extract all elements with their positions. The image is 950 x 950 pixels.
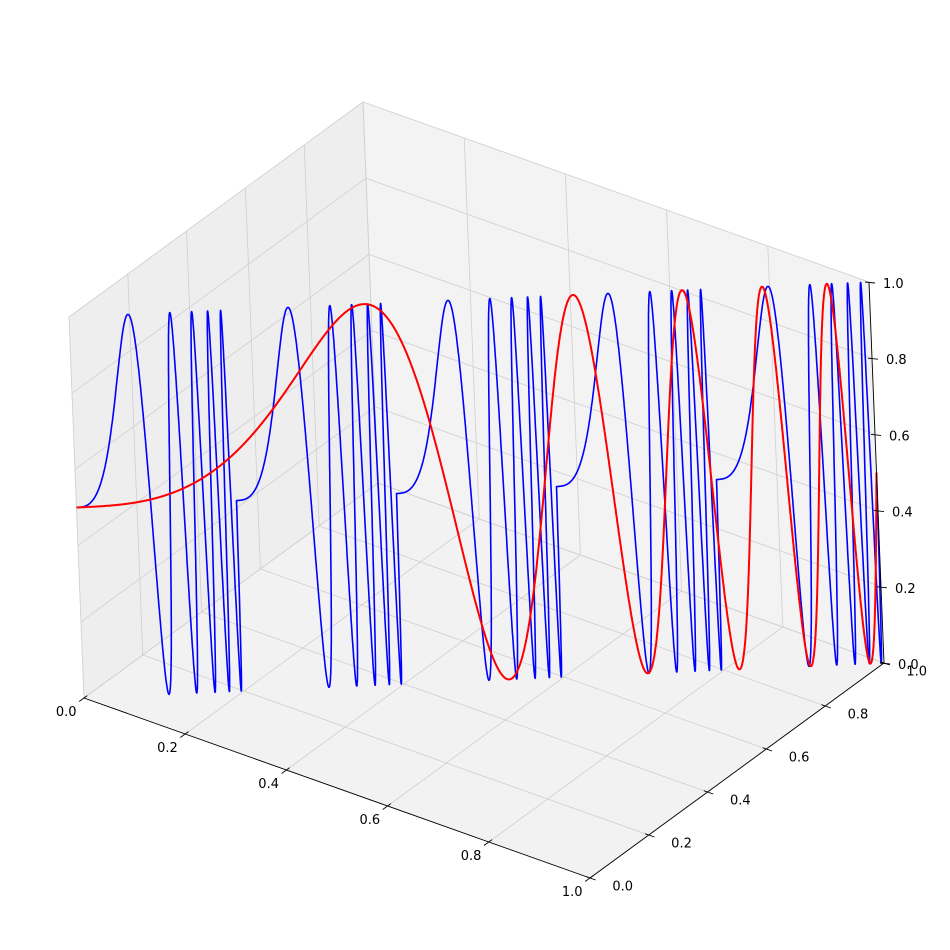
grid-line-y-floor-5 (377, 482, 885, 664)
x-tick-4 (483, 839, 493, 846)
x-tick-label: 1.0 (562, 885, 583, 900)
z-tick-label: 0.0 (898, 658, 919, 673)
z-tick-5 (864, 281, 876, 284)
z-tick-label: 0.4 (892, 506, 913, 521)
y-tick-3 (762, 747, 773, 752)
axis-lines (83, 281, 885, 879)
y-tick-label: 0.0 (612, 879, 633, 894)
y-tick-label: 0.6 (789, 750, 810, 765)
z-tick-label: 0.6 (889, 429, 910, 444)
z-tick-3 (870, 433, 882, 436)
x-axis-line (83, 697, 591, 879)
x-tick-label: 0.0 (56, 705, 77, 720)
grid-line-y-wall-1 (127, 273, 144, 656)
y-tick-label: 0.4 (730, 793, 751, 808)
z-tick-2 (873, 510, 885, 513)
series-red-line (75, 282, 878, 681)
x-tick-label: 0.6 (359, 813, 380, 828)
y-axis-line (589, 662, 885, 879)
x-tick-0 (78, 695, 88, 702)
y-tick-4 (821, 704, 832, 709)
x-tick-2 (281, 767, 290, 774)
y-tick-0 (586, 876, 596, 881)
z-axis-line (868, 281, 885, 664)
axes-panes (68, 101, 886, 879)
y-tick-label: 0.2 (671, 836, 692, 851)
tick-marks (78, 281, 891, 882)
y-tick-label: 0.8 (848, 707, 869, 722)
x-tick-3 (382, 803, 392, 810)
y-tick-1 (644, 833, 655, 838)
x-tick-label: 0.2 (157, 741, 178, 756)
x-tick-1 (180, 731, 189, 738)
z-tick-label: 1.0 (883, 277, 904, 292)
grid-line-y-wall-3 (245, 187, 261, 570)
x-tick-label: 0.4 (258, 777, 279, 792)
grid-line-y-floor-4 (319, 525, 826, 707)
z-tick-4 (867, 357, 879, 360)
grid-line-y-wall-4 (303, 144, 320, 527)
z-tick-1 (876, 586, 888, 589)
grid-line-y-floor-1 (142, 654, 649, 836)
z-tick-label: 0.8 (886, 353, 907, 368)
x-tick-5 (584, 875, 594, 882)
data-series (75, 281, 883, 696)
tick-labels: 0.00.20.40.60.81.0 0.00.20.40.60.81.00.00… (56, 277, 927, 900)
z-tick-0 (879, 662, 891, 665)
z-tick-label: 0.2 (895, 582, 916, 597)
grid-line-y-wall-2 (186, 230, 202, 613)
y-tick-2 (703, 790, 714, 795)
grid-line-z-5 (68, 101, 870, 318)
grid-line-y-floor-2 (201, 611, 708, 793)
grid-line-y-floor-3 (260, 568, 767, 750)
y-tick-label: 1.0 (906, 664, 927, 679)
x-tick-label: 0.8 (461, 849, 482, 864)
